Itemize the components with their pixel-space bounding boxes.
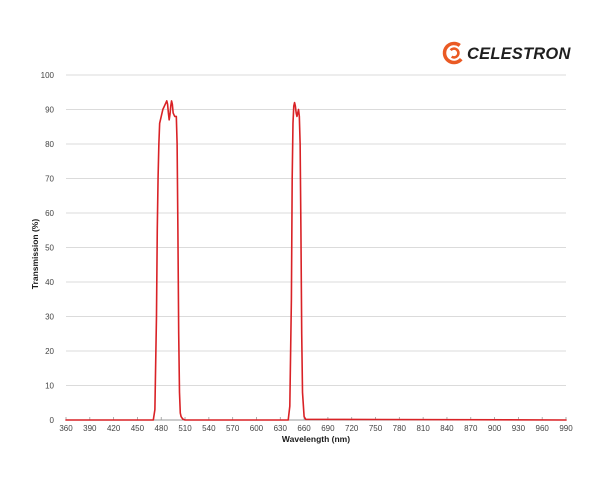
x-tick-label: 450	[131, 424, 145, 433]
x-tick-label: 870	[464, 424, 478, 433]
x-tick-label: 720	[345, 424, 359, 433]
x-tick-label: 990	[559, 424, 573, 433]
y-tick-label: 70	[45, 175, 54, 184]
x-tick-label: 810	[416, 424, 430, 433]
x-tick-label: 840	[440, 424, 454, 433]
x-axis-title: Wavelength (nm)	[282, 434, 350, 444]
y-tick-label: 80	[45, 140, 54, 149]
y-tick-label: 60	[45, 209, 54, 218]
x-tick-label: 480	[155, 424, 169, 433]
gridlines	[66, 74, 566, 386]
x-tick-label: 930	[512, 424, 526, 433]
x-tick-label: 960	[536, 424, 550, 433]
x-tick-label: 660	[297, 424, 311, 433]
x-tick-label: 690	[321, 424, 335, 433]
x-tick-labels: 360 390 420 450 480 510 540 570 600 630 660 690 720 7…	[59, 424, 573, 433]
y-tick-label: 10	[45, 382, 54, 391]
x-tick-label: 540	[202, 424, 216, 433]
x-tick-label: 390	[83, 424, 97, 433]
series-layer	[65, 100, 567, 421]
x-tick-label: 360	[59, 424, 73, 433]
x-tick-label: 900	[488, 424, 502, 433]
y-tick-label: 0	[50, 416, 55, 425]
y-tick-label: 20	[45, 347, 54, 356]
x-tick-label: 750	[369, 424, 383, 433]
y-tick-labels: 0 10 20 30 40 50 60 70 80 90 100	[41, 71, 55, 425]
y-axis-title: Transmission (%)	[30, 219, 40, 290]
y-tick-label: 40	[45, 278, 54, 287]
x-tick-label: 630	[274, 424, 288, 433]
transmission-series-line	[65, 100, 567, 421]
y-tick-label: 90	[45, 106, 54, 115]
x-tick-label: 420	[107, 424, 121, 433]
celestron-logo: CELESTRON	[442, 39, 582, 67]
x-tick-label: 510	[178, 424, 192, 433]
x-tick-label: 780	[393, 424, 407, 433]
x-tick-label: 570	[226, 424, 240, 433]
x-tick-label: 600	[250, 424, 264, 433]
y-tick-label: 100	[41, 71, 55, 80]
brand-name: CELESTRON	[467, 45, 571, 63]
y-tick-label: 30	[45, 313, 54, 322]
y-tick-label: 50	[45, 244, 54, 253]
celestron-swirl-icon	[442, 41, 466, 65]
